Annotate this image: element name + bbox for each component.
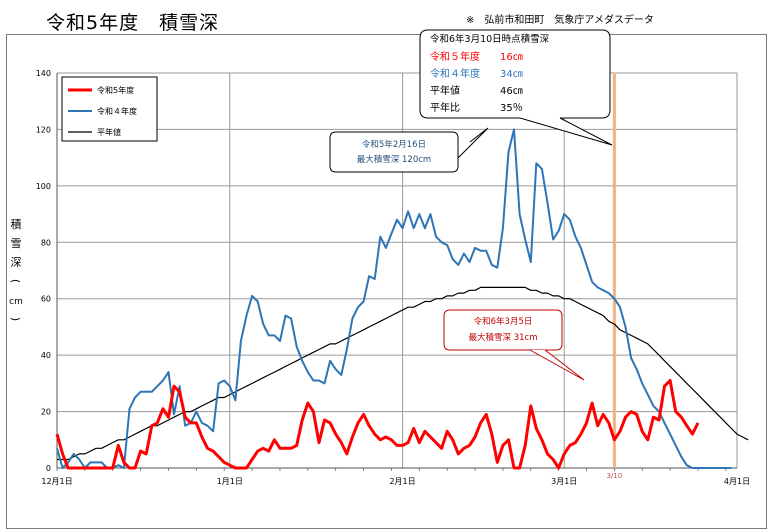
series-line-2: [57, 286, 749, 461]
x-tick-label: 1月1日: [217, 477, 243, 486]
marker-label: 3/10: [607, 472, 623, 480]
y-axis-label-char: (: [9, 279, 22, 283]
y-tick-label: 120: [36, 125, 51, 134]
prev-max-callout: [329, 131, 459, 173]
info-callout: [419, 29, 613, 146]
info-callout-row-label: 令和４年度: [430, 67, 480, 80]
prev-max-callout-line1: 令和5年2月16日: [362, 139, 426, 150]
y-axis-label-char: ): [9, 317, 22, 321]
prev-max-callout-line2: 最大積雪深 120cm: [357, 154, 431, 165]
source-note: ※ 弘前市和田町 気象庁アメダスデータ: [466, 15, 654, 26]
y-tick-label: 60: [41, 295, 51, 304]
info-callout-row-label: 平年値: [430, 84, 460, 97]
page-title: 令和5年度 積雪深: [46, 12, 220, 34]
info-callout-row-value: 34㎝: [500, 69, 523, 80]
curr-max-callout: [443, 309, 563, 351]
legend-box: [61, 76, 158, 142]
y-tick-label: 20: [41, 408, 51, 417]
y-tick-label: 40: [41, 351, 51, 360]
y-tick-label: 80: [41, 238, 51, 247]
info-callout-row-value: 35％: [500, 103, 523, 114]
series-line-0: [55, 379, 700, 470]
info-callout-row-label: 令和５年度: [430, 50, 480, 63]
legend-label: 令和5年度: [97, 85, 134, 95]
y-axis-label-char: 深: [11, 256, 22, 269]
series-line-1: [56, 128, 732, 469]
curr-max-callout-line1: 令和6年3月5日: [474, 316, 533, 327]
curr-max-callout-line2: 最大積雪深 31cm: [469, 332, 538, 343]
x-tick-label: 3月1日: [551, 477, 577, 486]
legend-label: 平年値: [97, 127, 121, 137]
x-tick-label: 4月1日: [724, 477, 750, 486]
x-tick-label: 2月1日: [389, 477, 415, 486]
legend-label: 令和４年度: [97, 106, 137, 116]
y-axis-label-char: 積: [11, 217, 22, 231]
info-callout-row-value: 16㎝: [500, 52, 523, 63]
info-callout-header: 令和6年3月10日時点積雪深: [430, 33, 550, 45]
y-tick-label: 100: [36, 182, 51, 191]
y-tick-label: 0: [46, 464, 51, 473]
curr-max-callout-pointer: [529, 349, 585, 381]
chart-frame: [6, 34, 767, 529]
y-tick-label: 140: [36, 69, 51, 78]
x-tick-label: 12月1日: [41, 477, 72, 486]
y-axis-label-char: cm: [9, 297, 23, 307]
info-callout-row-value: 46㎝: [500, 86, 523, 97]
info-callout-row-label: 平年比: [430, 101, 460, 114]
prev-max-callout-pointer: [457, 127, 489, 159]
y-axis-label-char: 雪: [11, 237, 22, 250]
